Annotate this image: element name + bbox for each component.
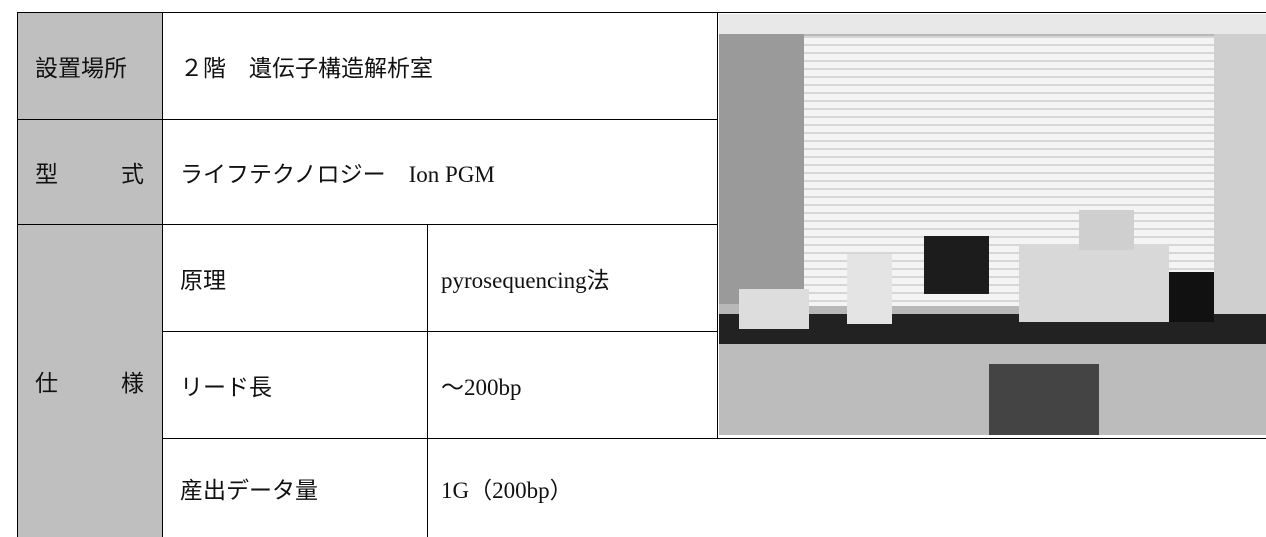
label-cell: 仕 様 <box>17 224 162 537</box>
photo-drawing <box>719 14 1266 435</box>
spec-name: 原理 <box>180 267 226 293</box>
border <box>162 12 163 537</box>
border <box>717 12 718 438</box>
spec-value: pyrosequencing法 <box>441 267 610 293</box>
spec-name: 産出データ量 <box>180 477 318 503</box>
spec-name-cell: 原理 <box>162 224 427 331</box>
spec-value: ～200bp <box>441 374 522 400</box>
spec-name-cell: 産出データ量 <box>162 438 427 537</box>
border <box>17 12 18 537</box>
border <box>17 119 717 120</box>
spec-label: 仕 様 <box>35 370 144 396</box>
label-cell: 型 式 <box>17 119 162 224</box>
model-label: 型 式 <box>35 161 144 187</box>
border <box>427 224 428 537</box>
border <box>17 224 717 225</box>
value-cell: ２階 遺伝子構造解析室 <box>162 12 717 119</box>
border <box>162 438 1266 439</box>
location-value: ２階 遺伝子構造解析室 <box>180 55 433 81</box>
location-label: 設置場所 <box>35 55 127 81</box>
label-cell: 設置場所 <box>17 12 162 119</box>
spec-value: 1G（200bp） <box>441 477 573 503</box>
border <box>162 331 717 332</box>
spec-value-cell: pyrosequencing法 <box>427 224 717 331</box>
equipment-photo <box>719 14 1266 435</box>
model-value: ライフテクノロジー Ion PGM <box>180 161 495 187</box>
spec-value-cell: 1G（200bp） <box>427 438 827 537</box>
spec-value-cell: ～200bp <box>427 331 717 438</box>
border <box>17 12 1266 13</box>
spec-name-cell: リード長 <box>162 331 427 438</box>
spec-name: リード長 <box>180 374 272 400</box>
value-cell: ライフテクノロジー Ion PGM <box>162 119 717 224</box>
